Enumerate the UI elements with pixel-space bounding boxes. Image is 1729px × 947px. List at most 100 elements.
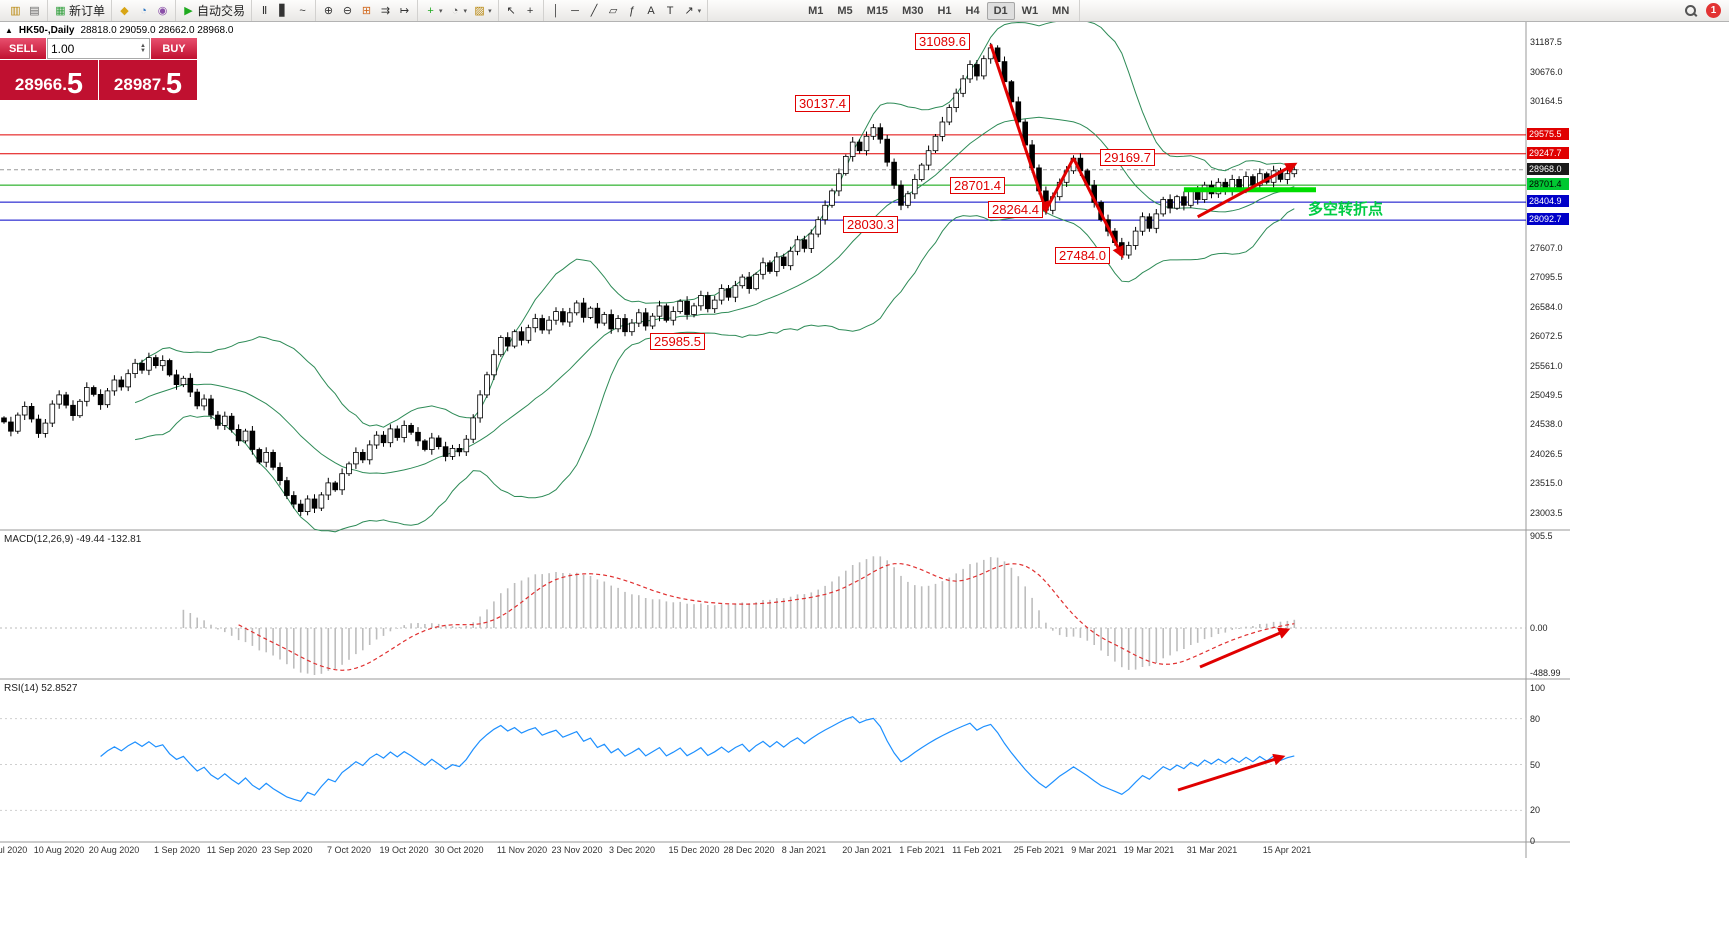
text-icon[interactable]: A	[642, 3, 661, 19]
new-chart-icon[interactable]: ▥	[6, 3, 25, 19]
spinner-up-icon[interactable]: ▲	[140, 42, 146, 49]
chart-shift-icon[interactable]: ↦	[395, 3, 414, 19]
chart-profiles-icon-glyph: ▤	[29, 4, 40, 17]
new-chart-icon-glyph: ▥	[10, 4, 21, 17]
zoom-in-icon[interactable]: ⊕	[319, 3, 338, 19]
zoom-out-icon-glyph: ⊖	[342, 4, 353, 17]
sell-price-main: 28966.	[14, 75, 67, 94]
timeframe-button-h1[interactable]: H1	[937, 4, 952, 17]
market-watch-icon[interactable]: ◔	[134, 3, 153, 19]
volume-value: 1.00	[51, 41, 75, 56]
trendline-icon[interactable]: ╱	[585, 3, 604, 19]
buy-price[interactable]: 28987. 5	[99, 60, 197, 100]
autotrading-button[interactable]: ▶ 自动交易	[179, 1, 248, 20]
cursor-icon-glyph: ↖	[506, 4, 516, 17]
crosshair-icon[interactable]: +	[521, 3, 540, 19]
autotrading-button-glyph: ▶	[184, 4, 193, 17]
line-chart-icon-glyph: ~	[299, 4, 306, 17]
toolbar-group: ▦ 新订单	[48, 0, 113, 21]
macd-indicator-label: MACD(12,26,9) -49.44 -132.81	[4, 534, 142, 545]
cursor-icon[interactable]: ↖	[502, 3, 521, 19]
equidistant-channel-icon-glyph: ▱	[608, 4, 618, 17]
equidistant-channel-icon[interactable]: ▱	[604, 3, 623, 19]
symbol-label: HK50-,Daily	[18, 25, 75, 36]
chart-shift-icon-glyph: ↦	[399, 4, 410, 17]
turning-point-label: 多空转折点	[1308, 201, 1384, 218]
fibonacci-icon-glyph: ƒ	[629, 4, 636, 17]
timeframe-button-m30[interactable]: M30	[902, 4, 924, 17]
spinner-down-icon[interactable]: ▼	[140, 47, 146, 54]
timeframe-button-h4[interactable]: H4	[965, 4, 980, 17]
main-chart-canvas[interactable]	[0, 0, 1570, 860]
periods-button-glyph: ◔	[451, 4, 459, 17]
dropdown-caret-icon[interactable]: ▾	[463, 7, 468, 15]
dropdown-caret-icon[interactable]: ▾	[439, 7, 443, 15]
buy-price-main: 28987.	[113, 75, 166, 94]
chart-profiles-icon[interactable]: ▤	[25, 3, 44, 19]
toolbar-group: ▥ ▤	[3, 0, 48, 21]
zoom-out-icon[interactable]: ⊖	[338, 3, 357, 19]
dropdown-caret-icon[interactable]: ▾	[697, 7, 702, 15]
notifications-badge[interactable]: 1	[1706, 3, 1721, 18]
text-label-icon[interactable]: T	[661, 3, 680, 19]
auto-scroll-icon[interactable]: ⇉	[376, 3, 395, 19]
candlestick-chart-icon-glyph: ▋	[279, 4, 288, 17]
line-chart-icon[interactable]: ~	[293, 3, 312, 19]
timeframe-button-mn[interactable]: MN	[1052, 4, 1070, 17]
collapse-panel-icon[interactable]: ▲	[5, 26, 13, 35]
vertical-line-icon[interactable]: │	[547, 3, 566, 19]
tile-windows-icon-glyph: ⊞	[361, 4, 372, 17]
quote-line: ▲ HK50-,Daily 28818.0 29059.0 28662.0 28…	[5, 25, 233, 36]
indicators-button[interactable]: + ▾	[421, 3, 446, 19]
arrows-icon[interactable]: ↗ ▾	[680, 3, 705, 19]
timeframe-button-d1[interactable]: D1	[986, 1, 1015, 20]
market-watch-icon-glyph: ◔	[140, 4, 147, 17]
rsi-indicator-label: RSI(14) 52.8527	[4, 683, 78, 694]
auto-scroll-icon-glyph: ⇉	[380, 4, 391, 17]
bar-chart-icon-glyph: Ⅱ	[261, 4, 268, 17]
buy-button[interactable]: BUY	[151, 38, 197, 59]
ohlc-values: 28818.0 29059.0 28662.0 28968.0	[80, 25, 234, 36]
sell-price[interactable]: 28966. 5	[0, 60, 98, 100]
timeframe-button-w1[interactable]: W1	[1021, 4, 1039, 17]
tile-windows-icon[interactable]: ⊞	[357, 3, 376, 19]
toolbar: ▥ ▤ ▦ 新订单 ◆ ◔ ◉ ▶ 自动交易 Ⅱ ▋ ~ ⊕ ⊖ ⊞ ⇉ ↦ + ▾ ◔ ▾ ▨ ▾ ↖ + │ ─ ╱ ▱ ƒ A T ↗ ▾ …	[0, 0, 1729, 22]
text-icon-glyph: A	[647, 4, 655, 17]
horizontal-line-icon[interactable]: ─	[566, 3, 585, 19]
zoom-in-icon-glyph: ⊕	[323, 4, 334, 17]
templates-button[interactable]: ▨ ▾	[470, 3, 495, 19]
data-window-icon[interactable]: ◉	[153, 3, 172, 19]
trendline-icon-glyph: ╱	[590, 4, 598, 17]
volume-spinner[interactable]: ▲ ▼	[140, 42, 146, 54]
new-order-button-glyph: ▦	[55, 4, 66, 17]
new-order-button-label: 新订单	[69, 4, 106, 18]
fibonacci-icon[interactable]: ƒ	[623, 3, 642, 19]
timeframe-toolbar: M1 M5 M15 M30 H1 H4 D1 W1 MN	[798, 0, 1081, 21]
dropdown-caret-icon[interactable]: ▾	[488, 7, 492, 15]
indicators-button-glyph: +	[427, 4, 434, 17]
toolbar-right: 1	[1684, 3, 1726, 18]
metaeditor-icon[interactable]: ◆	[115, 3, 134, 19]
toolbar-group: ▶ 自动交易	[176, 0, 253, 21]
toolbar-group: Ⅱ ▋ ~	[252, 0, 317, 21]
bar-chart-icon[interactable]: Ⅱ	[255, 3, 274, 19]
vertical-line-icon-glyph: │	[552, 4, 560, 17]
sell-button[interactable]: SELL	[0, 38, 46, 59]
periods-button[interactable]: ◔ ▾	[446, 3, 471, 19]
new-order-button[interactable]: ▦ 新订单	[51, 1, 108, 20]
toolbar-group: ◆ ◔ ◉	[112, 0, 177, 21]
toolbar-group: │ ─ ╱ ▱ ƒ A T ↗ ▾	[544, 0, 709, 21]
toolbar-group: + ▾ ◔ ▾ ▨ ▾	[418, 0, 499, 21]
toolbar-group: ↖ +	[499, 0, 544, 21]
candlestick-chart-icon[interactable]: ▋	[274, 3, 293, 19]
timeframe-button-m1[interactable]: M1	[808, 4, 824, 17]
search-icon[interactable]	[1684, 4, 1698, 18]
templates-button-glyph: ▨	[474, 4, 485, 17]
timeframe-button-m15[interactable]: M15	[866, 4, 889, 17]
autotrading-button-label: 自动交易	[197, 4, 246, 18]
horizontal-line-icon-glyph: ─	[571, 4, 579, 17]
volume-input[interactable]: 1.00 ▲ ▼	[47, 38, 150, 59]
arrows-icon-glyph: ↗	[684, 4, 694, 17]
timeframe-button-m5[interactable]: M5	[837, 4, 853, 17]
text-label-icon-glyph: T	[666, 4, 674, 17]
